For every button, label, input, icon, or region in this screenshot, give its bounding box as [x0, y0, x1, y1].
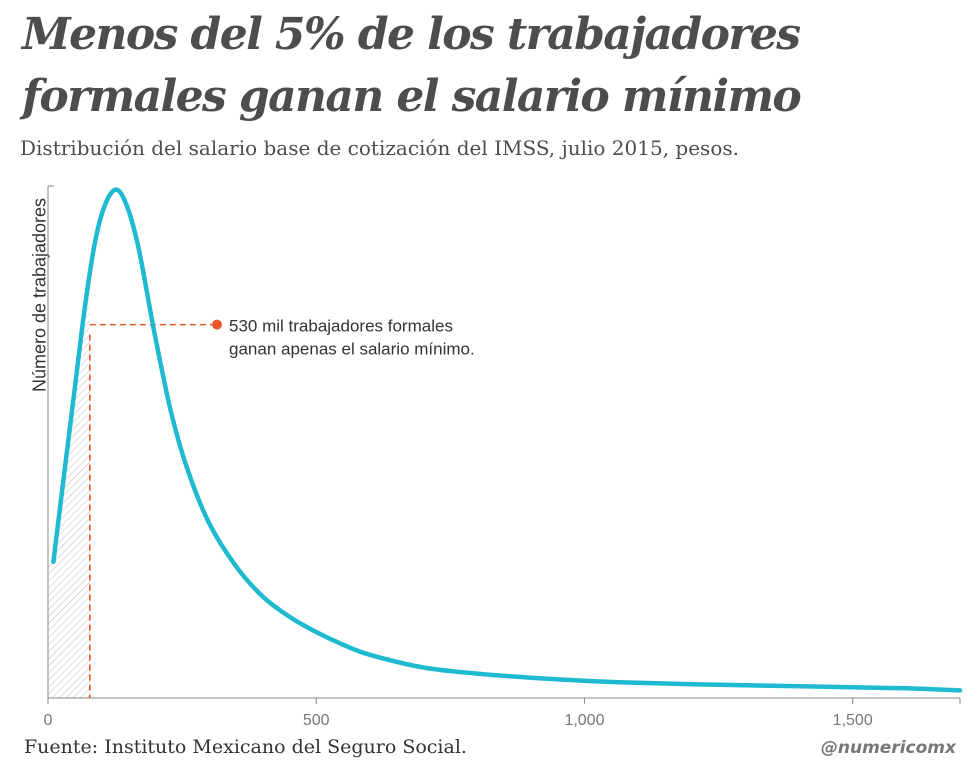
x-tick-label: 0 — [44, 712, 53, 729]
x-tick-label: 1,500 — [833, 712, 873, 729]
annotation-text: 530 mil trabajadores formales — [229, 317, 453, 336]
distribution-line — [51, 187, 963, 693]
brand-handle: @numericomx — [820, 738, 956, 758]
annotation-text: ganan apenas el salario mínimo. — [229, 340, 475, 359]
x-tick-label: 500 — [303, 712, 330, 729]
source-note: Fuente: Instituto Mexicano del Seguro So… — [24, 736, 467, 758]
plot-area: 0 500 1,000 1,500 530 mil trabajadores forma… — [44, 185, 963, 729]
distribution-chart: 0 500 1,000 1,500 530 mil trabajadores forma… — [44, 185, 963, 729]
annotation-dot — [212, 319, 222, 330]
chart-title: Menos del 5% de los trabajadores formale… — [22, 9, 802, 122]
chart-subtitle: Distribución del salario base de cotizac… — [20, 136, 739, 160]
hatched-region — [48, 275, 90, 698]
x-tick-label: 1,000 — [564, 712, 604, 729]
